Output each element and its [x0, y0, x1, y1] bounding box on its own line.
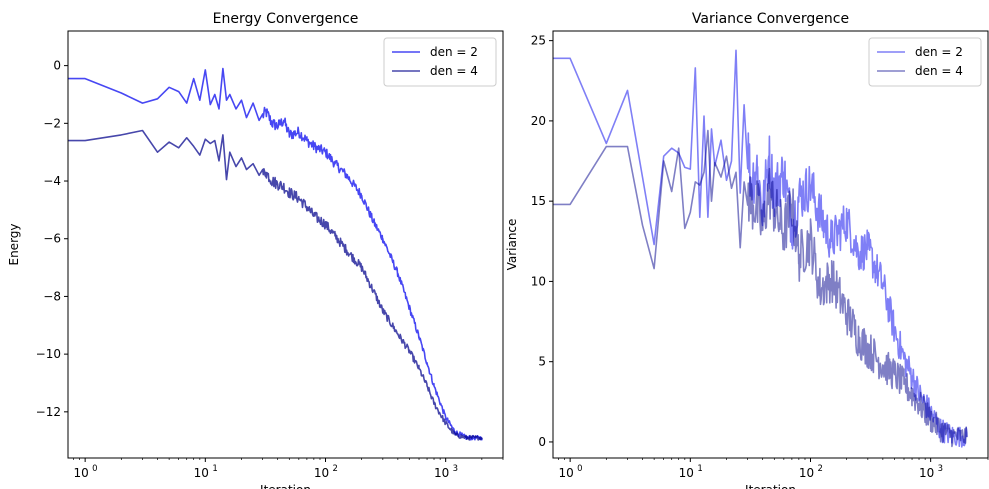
y-tick-label: −2	[43, 116, 61, 130]
y-tick-label: −12	[36, 405, 61, 419]
x-axis-label: Iteration	[745, 483, 796, 489]
legend-label: den = 2	[915, 45, 963, 59]
x-tick-exponent: 2	[332, 464, 337, 474]
x-tick-exponent: 1	[697, 464, 702, 474]
chart-title: Energy Convergence	[213, 11, 359, 27]
y-tick-label: 10	[531, 274, 546, 288]
series-line-2	[68, 129, 483, 441]
legend-label: den = 4	[915, 64, 963, 78]
x-tick-label: 10	[679, 466, 694, 480]
legend-box	[868, 37, 982, 87]
x-tick-label: 10	[559, 466, 574, 480]
y-axis-label: Variance	[505, 219, 519, 271]
legend: den = 2 den = 4	[868, 37, 982, 87]
x-tick-exponent: 0	[92, 464, 97, 474]
y-tick-label: 0	[538, 435, 546, 449]
legend: den = 2 den = 4	[383, 37, 497, 87]
x-tick-exponent: 3	[453, 464, 458, 474]
x-tick-exponent: 1	[212, 464, 217, 474]
y-tick-label: 25	[531, 34, 546, 48]
y-tick-label: 15	[531, 194, 546, 208]
chart-title: Variance Convergence	[692, 11, 849, 27]
x-tick-exponent: 0	[577, 464, 582, 474]
y-tick-label: −6	[43, 232, 61, 246]
x-tick-label: 10	[314, 466, 329, 480]
plot-lines	[553, 49, 968, 448]
x-tick-label: 10	[919, 466, 934, 480]
axes-frame	[552, 30, 989, 459]
legend-box	[383, 37, 497, 87]
legend-label: den = 2	[430, 45, 478, 59]
y-tick-label: 20	[531, 114, 546, 128]
legend-label: den = 4	[430, 64, 478, 78]
x-tick-exponent: 2	[817, 464, 822, 474]
series-line-1	[68, 67, 483, 441]
y-tick-label: −8	[43, 289, 61, 303]
y-tick-label: 0	[53, 59, 61, 73]
y-axis-label: Energy	[7, 223, 21, 265]
x-tick-exponent: 3	[938, 464, 943, 474]
y-tick-label: 5	[538, 355, 546, 369]
x-axis-label: Iteration	[260, 483, 311, 489]
x-tick-label: 10	[194, 466, 209, 480]
series-line-2	[553, 129, 968, 448]
x-tick-label: 10	[799, 466, 814, 480]
x-tick-label: 10	[434, 466, 449, 480]
plot-lines	[68, 67, 483, 441]
x-tick-label: 10	[74, 466, 89, 480]
axes-frame	[67, 30, 504, 459]
y-tick-label: −4	[43, 174, 61, 188]
y-tick-label: −10	[36, 347, 61, 361]
